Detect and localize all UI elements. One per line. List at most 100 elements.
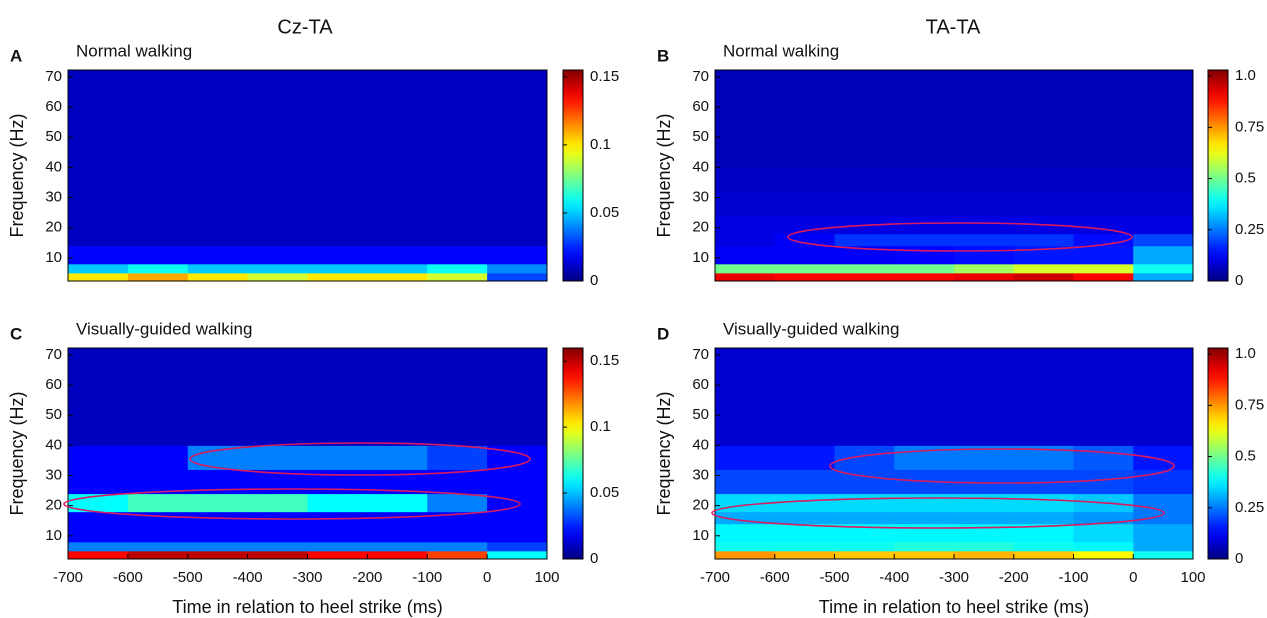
heatmap-cell (68, 233, 129, 247)
x-tick-label: -400 (879, 569, 909, 586)
heatmap-cell (1073, 245, 1134, 265)
heatmap-cell (1073, 445, 1134, 470)
y-axis-label: Frequency (Hz) (7, 113, 27, 237)
heatmap-cell (127, 348, 189, 446)
heatmap-cell (1133, 233, 1194, 247)
heatmap-cell (1133, 272, 1194, 282)
heatmap-cell (187, 70, 249, 168)
heatmap-cell (68, 70, 129, 168)
heatmap-cell (127, 70, 189, 168)
panel-letter: D (657, 324, 669, 343)
heatmap-cell (954, 493, 1015, 513)
heatmap-cell (487, 233, 548, 247)
heatmap-cell (487, 263, 548, 274)
heatmap-cell (68, 215, 129, 235)
heatmap-cell (127, 233, 189, 247)
heatmap-cell (894, 245, 955, 265)
heatmap-cell (127, 167, 189, 192)
heatmap-cell (1013, 541, 1074, 552)
heatmap-cell (1013, 70, 1074, 168)
y-tick-label: 60 (45, 376, 62, 393)
heatmap-cell (834, 541, 895, 552)
heatmap-cell (1073, 348, 1134, 446)
y-tick-label: 70 (45, 346, 62, 363)
y-tick-label: 10 (692, 527, 709, 544)
x-tick-label: -200 (352, 569, 382, 586)
heatmap-cell (1013, 493, 1074, 513)
heatmap-cell (1073, 550, 1134, 560)
heatmap-cell (367, 245, 428, 265)
heatmap-cell (127, 493, 189, 513)
y-tick-label: 60 (692, 98, 709, 115)
heatmap-cell (1013, 233, 1074, 247)
colorbar-tick-label: 0 (1235, 550, 1243, 567)
heatmap-cell (367, 523, 428, 543)
heatmap-cell (127, 272, 189, 282)
y-tick-label: 20 (45, 219, 62, 236)
heatmap-cell (1073, 511, 1134, 525)
heatmap-cell (127, 523, 189, 543)
heatmap-cell (247, 167, 308, 192)
heatmap-cell (894, 445, 955, 470)
colorbar-tick-label: 0.05 (590, 204, 619, 221)
heatmap-cell (427, 233, 488, 247)
x-tick-label: -600 (113, 569, 143, 586)
heatmap-cell (715, 191, 776, 217)
heatmap-cell (427, 445, 488, 470)
heatmap-cell (715, 523, 776, 543)
y-tick-label: 70 (692, 346, 709, 363)
heatmap-cell (894, 272, 955, 282)
heatmap-cell (834, 245, 895, 265)
colorbar-tick-label: 0.05 (590, 484, 619, 501)
heatmap-cell (187, 550, 249, 560)
heatmap-cell (307, 70, 368, 168)
x-tick-label: 0 (483, 569, 491, 586)
heatmap-cell (307, 233, 368, 247)
colorbar-tick-label: 0 (1235, 272, 1243, 289)
heatmap-cell (834, 511, 895, 525)
heatmap-cell (1073, 541, 1134, 552)
heatmap-cell (954, 167, 1015, 192)
colorbar-tick-label: 0.5 (1235, 448, 1256, 465)
heatmap-cell (127, 263, 189, 274)
colorbar-tick-label: 0.1 (590, 418, 611, 435)
colorbar-tick-label: 0.5 (1235, 170, 1256, 187)
colorbar-tick-label: 0.15 (590, 352, 619, 369)
heatmap-cell (307, 348, 368, 446)
heatmap-cell (774, 493, 835, 513)
heatmap-cell (894, 263, 955, 274)
heatmap-cell (187, 167, 249, 192)
colorbar-tick-label: 1.0 (1235, 67, 1256, 84)
colorbar-tick-label: 0 (590, 272, 598, 289)
heatmap-cell (834, 167, 895, 192)
heatmap-cell (247, 511, 308, 525)
x-tick-label: -200 (999, 569, 1029, 586)
x-tick-label: -700 (53, 569, 83, 586)
column-title: TA-TA (926, 16, 981, 38)
panels: A Normal walking Frequency (Hz) 10 20 30 40 50 6… (7, 41, 1264, 616)
heatmap-cell (187, 233, 249, 247)
highlight-ellipse (787, 222, 1133, 252)
heatmap-cell (187, 191, 249, 217)
heatmap-cell (427, 541, 488, 552)
heatmap-cell (1133, 469, 1194, 495)
heatmap-cell (487, 550, 548, 560)
heatmap-cell (307, 167, 368, 192)
heatmap-cell (367, 167, 428, 192)
y-tick-label: 40 (45, 158, 62, 175)
heatmap-cell (127, 511, 189, 525)
y-tick-label: 30 (692, 466, 709, 483)
y-tick-label: 70 (45, 68, 62, 85)
heatmap-cell (307, 263, 368, 274)
heatmap-cell (774, 445, 835, 470)
column-title: Cz-TA (277, 16, 333, 38)
heatmap-cell (1073, 272, 1134, 282)
heatmap-cell (187, 215, 249, 235)
heatmap-cell (1133, 215, 1194, 235)
y-tick-label: 20 (692, 497, 709, 514)
highlight-ellipse (829, 448, 1175, 484)
heatmap-cell (247, 263, 308, 274)
heatmap-cell (68, 550, 129, 560)
plot-frame (714, 69, 1194, 282)
heatmap-cell (367, 541, 428, 552)
